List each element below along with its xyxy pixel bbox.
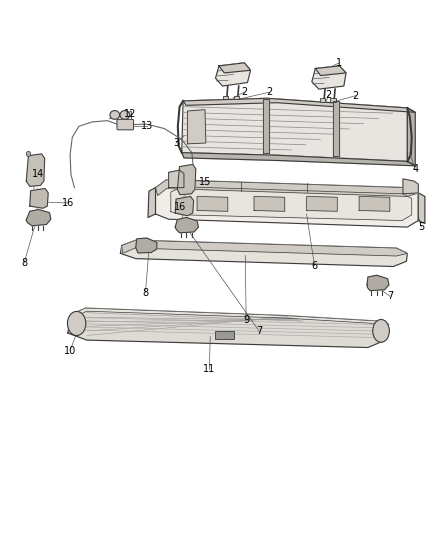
Text: 14: 14 — [32, 168, 45, 179]
Polygon shape — [155, 180, 418, 227]
Polygon shape — [136, 238, 157, 253]
Polygon shape — [26, 209, 51, 226]
Text: 9: 9 — [243, 315, 249, 325]
Ellipse shape — [110, 110, 120, 119]
Polygon shape — [175, 197, 194, 216]
Polygon shape — [182, 98, 407, 161]
Polygon shape — [263, 99, 269, 154]
Text: 16: 16 — [174, 203, 187, 212]
Text: 6: 6 — [311, 261, 318, 271]
Polygon shape — [187, 110, 206, 144]
Text: 8: 8 — [142, 288, 148, 298]
Polygon shape — [359, 197, 390, 211]
Polygon shape — [30, 189, 48, 208]
Polygon shape — [183, 98, 415, 112]
Ellipse shape — [373, 319, 389, 342]
Polygon shape — [219, 63, 251, 73]
Text: 2: 2 — [266, 87, 272, 97]
Ellipse shape — [26, 151, 31, 157]
Text: 12: 12 — [124, 109, 137, 119]
Ellipse shape — [120, 110, 130, 119]
Polygon shape — [307, 197, 337, 211]
Polygon shape — [26, 154, 45, 187]
Polygon shape — [333, 101, 339, 156]
Polygon shape — [122, 240, 407, 256]
Text: 13: 13 — [141, 122, 153, 131]
Text: 11: 11 — [203, 365, 215, 374]
Text: 7: 7 — [387, 291, 393, 301]
Bar — [234, 96, 239, 99]
Ellipse shape — [67, 311, 86, 335]
Polygon shape — [182, 152, 415, 166]
Polygon shape — [418, 193, 425, 223]
Polygon shape — [169, 170, 184, 188]
Polygon shape — [367, 275, 389, 290]
Polygon shape — [68, 308, 383, 348]
Text: 2: 2 — [241, 87, 247, 97]
Polygon shape — [215, 63, 251, 86]
Text: 16: 16 — [62, 198, 74, 208]
Text: 4: 4 — [412, 164, 418, 174]
Polygon shape — [171, 187, 412, 221]
Polygon shape — [254, 197, 285, 211]
Text: 7: 7 — [256, 326, 262, 336]
Polygon shape — [177, 165, 196, 195]
Polygon shape — [120, 240, 407, 266]
Bar — [223, 96, 228, 99]
FancyBboxPatch shape — [117, 119, 134, 130]
Polygon shape — [315, 66, 346, 76]
Polygon shape — [403, 179, 418, 194]
Text: 1: 1 — [336, 58, 343, 68]
Text: 10: 10 — [64, 345, 76, 356]
Polygon shape — [175, 217, 198, 233]
Bar — [215, 331, 234, 339]
Polygon shape — [197, 197, 228, 211]
Bar — [320, 98, 325, 102]
Text: 2: 2 — [353, 91, 359, 101]
Polygon shape — [312, 66, 346, 89]
Polygon shape — [407, 108, 415, 166]
Text: 15: 15 — [199, 176, 211, 187]
Text: 5: 5 — [418, 222, 424, 232]
Polygon shape — [148, 188, 155, 217]
Polygon shape — [155, 180, 418, 197]
Polygon shape — [71, 308, 389, 324]
Bar — [330, 98, 336, 102]
Text: 2: 2 — [325, 90, 332, 100]
Text: 8: 8 — [21, 258, 27, 268]
Text: 3: 3 — [173, 138, 179, 148]
